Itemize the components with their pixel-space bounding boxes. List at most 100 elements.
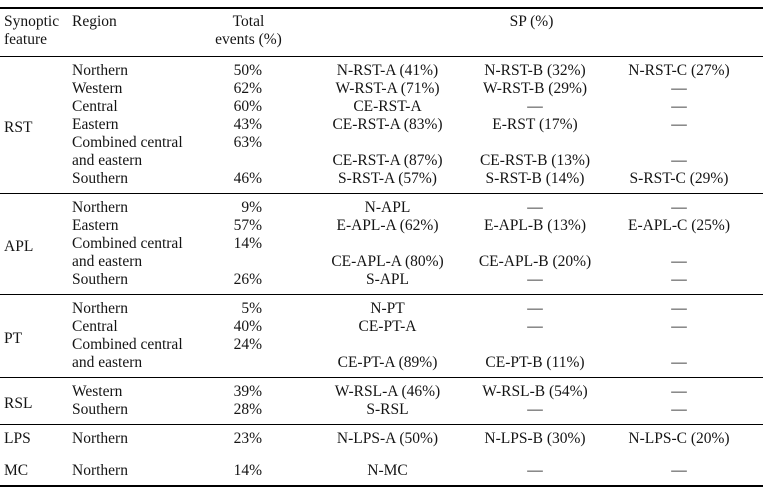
section-rsl: RSL Western 39% W-RSL-A (46%) W-RSL-B (54%) —… — [0, 377, 763, 425]
section-rst: RST Northern 50% N-RST-A (41%) N-RST-B (32%)… — [0, 56, 763, 194]
sp-cell-a — [300, 235, 475, 253]
total-events-cell: 5% — [241, 300, 262, 317]
sp-cell-c: — — [671, 271, 687, 288]
sp-cell-b: W-RSL-B (54%) — [482, 383, 588, 400]
sp-cell-c: — — [671, 199, 687, 216]
sp-cell-c: — — [671, 354, 687, 371]
sp-cell-b: — — [527, 318, 543, 335]
synoptic-feature-label: PT — [4, 329, 23, 347]
sp-cell-a: CE-RST-A — [353, 98, 422, 115]
region-cell: Northern — [72, 430, 128, 447]
table-row: Central 40% CE-PT-A — — — [0, 318, 763, 336]
sp-cell-c: — — [671, 300, 687, 317]
sp-cell-b: — — [527, 462, 543, 479]
table-row: Western 62% W-RST-A (71%) W-RST-B (29%) — — [0, 80, 763, 98]
sp-cell-a: N-APL — [364, 199, 411, 216]
sp-cell-b: S-RST-B (14%) — [485, 170, 585, 187]
table-row: Central 60% CE-RST-A — — — [0, 98, 763, 116]
region-cell: Western — [72, 383, 123, 400]
sp-cell-c: — — [671, 152, 687, 169]
sp-cell-b: — — [527, 199, 543, 216]
table-row: APL Northern 9% N-APL — — — [0, 194, 763, 255]
total-events-cell: 40% — [233, 318, 262, 335]
sp-cell-b: CE-RST-B (13%) — [479, 152, 591, 169]
total-events-cell: 24% — [233, 336, 262, 353]
sp-cell-a: N-LPS-A (50%) — [336, 430, 439, 447]
sp-cell-a: N-RST-A (41%) — [336, 62, 439, 79]
region-cell: Central — [72, 318, 118, 335]
sp-cell-a: CE-RST-A (87%) — [332, 152, 443, 169]
sp-cell-a: S-RST-A (57%) — [338, 170, 437, 187]
total-events-cell: 46% — [233, 170, 262, 187]
sp-cell-a: S-RSL — [366, 401, 409, 418]
total-events-cell: 14% — [233, 235, 262, 252]
table-row: Eastern 57% E-APL-A (62%) E-APL-B (13%) E-AP… — [0, 217, 763, 235]
col-header-region: Region — [72, 13, 117, 30]
section-pt: PT Northern 5% N-PT — — Central 40% CE-PT-A — — Com… — [0, 294, 763, 378]
sp-cell-c: S-RST-C (29%) — [629, 170, 729, 187]
sp-cell-b: W-RST-B (29%) — [482, 80, 588, 97]
sp-cell-c: — — [671, 116, 687, 133]
sp-cell-a: CE-PT-A — [358, 318, 417, 335]
sp-cell-a: S-APL — [365, 271, 410, 288]
region-cell: Combined central — [72, 235, 183, 252]
region-cell: Northern — [72, 462, 128, 479]
table-row: and eastern CE-PT-A (89%) CE-PT-B (11%) — — [0, 354, 763, 378]
table-row: LPS Northern 23% N-LPS-A (50%) N-LPS-B (30%)… — [0, 425, 763, 454]
total-events-cell: 14% — [233, 462, 262, 479]
synoptic-feature-label: MC — [4, 462, 29, 479]
table-row: PT Northern 5% N-PT — — — [0, 295, 763, 347]
sp-cell-b — [475, 134, 595, 152]
col-header-sp: SP (%) — [509, 13, 554, 30]
synoptic-table: Synoptic feature Region Total events (%)… — [0, 7, 763, 487]
sp-cell-c: — — [671, 462, 687, 479]
section-apl: APL Northern 9% N-APL — — Eastern 57% E-APL-A (6… — [0, 193, 763, 295]
sp-cell-a — [300, 336, 475, 354]
total-events-cell: 50% — [233, 62, 262, 79]
sp-cell-c: N-RST-C (27%) — [628, 62, 730, 79]
region-cell: Central — [72, 98, 118, 115]
total-events-cell: 57% — [233, 217, 262, 234]
total-events-cell — [197, 354, 300, 378]
table-row: Combined central 63% — [0, 134, 763, 152]
sp-cell-b: E-APL-B (13%) — [483, 217, 587, 234]
sp-cell-a: N-PT — [370, 300, 405, 317]
region-cell: Southern — [72, 401, 128, 418]
region-cell: Northern — [72, 62, 128, 79]
total-events-cell — [197, 152, 300, 170]
sp-cell-b: — — [527, 98, 543, 115]
col-header-total-events: Total events (%) — [215, 13, 282, 48]
sp-cell-a: CE-RST-A (83%) — [332, 116, 443, 133]
sp-cell-a: W-RSL-A (46%) — [334, 383, 441, 400]
synoptic-feature-label: RSL — [4, 394, 33, 412]
region-cell: Western — [72, 80, 123, 97]
region-cell: Combined central — [72, 336, 183, 353]
total-events-cell: 26% — [233, 271, 262, 288]
region-cell: Eastern — [72, 116, 119, 133]
sp-cell-c: — — [671, 383, 687, 400]
table-header: Synoptic feature Region Total events (%)… — [0, 8, 763, 57]
sp-cell-b: CE-APL-B (20%) — [478, 253, 592, 270]
section-lps: LPS Northern 23% N-LPS-A (50%) N-LPS-B (30%)… — [0, 424, 763, 454]
synoptic-feature-label: LPS — [4, 430, 31, 447]
sp-cell-b: E-RST (17%) — [492, 116, 578, 133]
table-row: RST Northern 50% N-RST-A (41%) N-RST-B (32%)… — [0, 57, 763, 136]
sp-cell-c: — — [671, 80, 687, 97]
sp-cell-b — [475, 235, 595, 253]
total-events-cell: 43% — [233, 116, 262, 133]
sp-cell-a: W-RST-A (71%) — [335, 80, 440, 97]
sp-cell-c — [595, 336, 763, 354]
sp-cell-b: — — [527, 271, 543, 288]
sp-cell-a — [300, 134, 475, 152]
sp-cell-c: N-LPS-C (20%) — [628, 430, 730, 447]
table-row: Southern 26% S-APL — — — [0, 271, 763, 295]
sp-cell-a: CE-APL-A (80%) — [331, 253, 444, 270]
sp-cell-c: — — [671, 253, 687, 270]
sp-cell-a: E-APL-A (62%) — [336, 217, 439, 234]
table-row: Combined central 14% — [0, 235, 763, 253]
sp-cell-b — [475, 336, 595, 354]
region-cell: and eastern — [72, 354, 143, 371]
synoptic-feature-label: APL — [4, 237, 34, 255]
region-cell: Northern — [72, 199, 128, 216]
sp-cell-a: N-MC — [367, 462, 408, 479]
